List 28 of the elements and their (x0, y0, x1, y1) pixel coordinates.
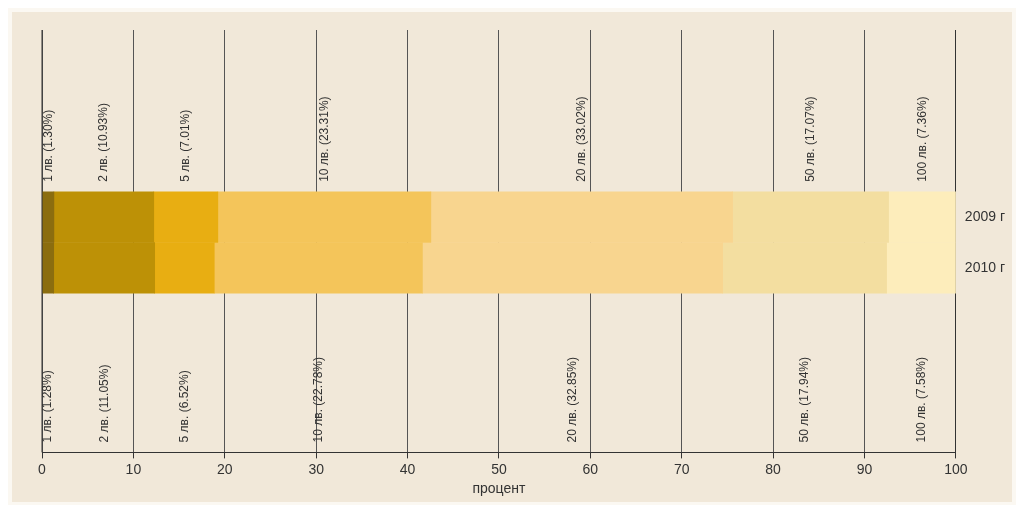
x-tick-label: 50 (491, 460, 507, 477)
x-axis-title: процент (472, 480, 526, 497)
x-tick-label: 40 (399, 460, 416, 477)
text: 20 лв. (33.02%) (574, 96, 589, 182)
text: 10 лв. (22.78%) (310, 356, 325, 443)
text: 2 лв. (11.05%) (96, 364, 111, 443)
text: 5 лв. (7.01%) (178, 109, 193, 182)
text: 100 лв. (7.36%) (914, 96, 929, 182)
text: 2 лв. (10.93%) (96, 103, 111, 182)
x-tick-label: 70 (673, 460, 690, 477)
x-tick-label: 0 (38, 460, 47, 477)
x-tick-label: 100 (944, 460, 968, 477)
x-tick-label: 60 (582, 460, 599, 477)
x-tick-label: 10 (125, 460, 142, 477)
x-tick-label: 90 (856, 460, 873, 477)
text: 1 лв. (1.28%) (40, 370, 55, 443)
text: 20 лв. (32.85%) (564, 356, 579, 443)
text: 50 лв. (17.07%) (802, 96, 817, 182)
y-tick-label: 2009 г (964, 208, 1005, 224)
x-tick-label: 30 (308, 460, 325, 477)
y-tick-label: 2010 г (964, 258, 1005, 275)
text: 10 лв. (23.31%) (316, 96, 331, 182)
x-tick-label: 20 (216, 460, 233, 477)
text: 5 лв. (6.52%) (176, 370, 191, 443)
x-tick-label: 80 (765, 460, 782, 477)
text: 50 лв. (17.94%) (796, 356, 811, 443)
text: 1 лв. (1.30%) (40, 109, 55, 182)
text: 100 лв. (7.58%) (913, 356, 928, 443)
